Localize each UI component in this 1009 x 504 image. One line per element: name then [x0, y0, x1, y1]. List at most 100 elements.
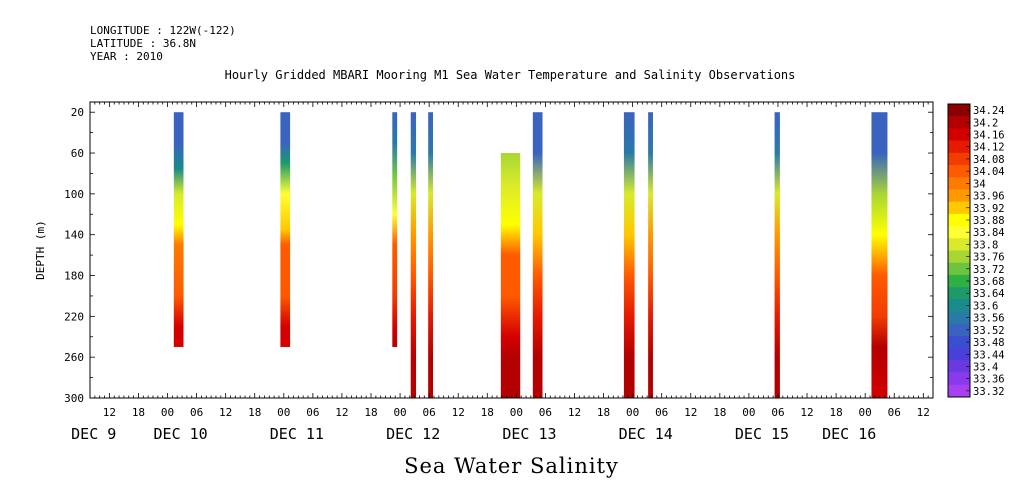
data-column — [871, 112, 888, 398]
colorbar-swatch — [948, 128, 970, 141]
colorbar-swatch — [948, 348, 970, 361]
y-axis-label: DEPTH (m) — [34, 220, 47, 280]
colorbar-swatch — [948, 250, 970, 264]
x-tick-label: 18 — [132, 406, 145, 419]
x-tick-label: 12 — [335, 406, 348, 419]
x-tick-label: 06 — [190, 406, 203, 419]
x-day-label: DEC 9 — [71, 425, 116, 443]
x-tick-label: 00 — [742, 406, 755, 419]
colorbar-label: 34.24 — [973, 105, 1005, 117]
x-tick-label: 18 — [597, 406, 610, 419]
x-tick-label: 18 — [481, 406, 494, 419]
colorbar-swatch — [948, 152, 970, 166]
x-tick-label: 06 — [771, 406, 784, 419]
colorbar-swatch — [948, 311, 970, 325]
colorbar-label: 34.08 — [973, 154, 1005, 166]
x-tick-label: 12 — [568, 406, 581, 419]
colorbar-frame — [947, 103, 971, 398]
colorbar-label: 33.44 — [973, 349, 1005, 361]
y-tick-label: 300 — [64, 392, 84, 405]
x-tick-label: 12 — [800, 406, 813, 419]
colorbar-label: 33.64 — [973, 288, 1005, 300]
colorbar-label: 33.6 — [973, 300, 998, 312]
x-tick-label: 18 — [829, 406, 842, 419]
x-tick-label: 12 — [452, 406, 465, 419]
y-tick-label: 20 — [71, 106, 84, 119]
colorbar-legend: 34.2434.234.1634.1234.0834.043433.9633.9… — [947, 103, 1005, 398]
data-column — [532, 112, 543, 398]
colorbar-label: 33.8 — [973, 239, 998, 251]
colorbar-swatch — [948, 165, 970, 178]
colorbar-label: 33.88 — [973, 215, 1005, 227]
x-tick-label: 18 — [364, 406, 377, 419]
x-tick-label: 00 — [393, 406, 406, 419]
x-tick-label: 00 — [626, 406, 639, 419]
colorbar-label: 33.72 — [973, 264, 1005, 276]
data-column — [173, 112, 184, 347]
x-day-label: DEC 10 — [154, 425, 208, 443]
colorbar-label: 34.12 — [973, 142, 1005, 154]
colorbar-label: 34.16 — [973, 130, 1005, 142]
colorbar-swatch — [948, 372, 970, 386]
x-tick-label: 00 — [859, 406, 872, 419]
x-day-label: DEC 16 — [822, 425, 876, 443]
x-day-label: DEC 14 — [619, 425, 673, 443]
colorbar-label: 33.4 — [973, 361, 998, 373]
colorbar-label: 33.92 — [973, 203, 1005, 215]
y-tick-label: 100 — [64, 188, 84, 201]
colorbar-swatch — [948, 140, 970, 154]
dataset-metadata: LONGITUDE : 122W(-122) LATITUDE : 36.8N … — [90, 24, 236, 63]
colorbar-label: 33.96 — [973, 191, 1005, 203]
colorbar-label: 34.2 — [973, 117, 998, 129]
colorbar-label: 33.56 — [973, 313, 1005, 325]
y-tick-label: 260 — [64, 351, 84, 364]
data-column — [648, 112, 653, 398]
longitude-label: LONGITUDE : 122W(-122) — [90, 24, 236, 37]
colorbar-label: 33.48 — [973, 337, 1005, 349]
colorbar-label: 33.32 — [973, 386, 1005, 398]
year-label: YEAR : 2010 — [90, 50, 163, 63]
x-day-label: DEC 15 — [735, 425, 789, 443]
colorbar-swatch — [948, 104, 970, 117]
x-tick-label: 18 — [248, 406, 261, 419]
x-tick-label: 06 — [888, 406, 901, 419]
colorbar-swatch — [948, 189, 970, 202]
x-day-label: DEC 13 — [502, 425, 556, 443]
colorbar-label: 33.52 — [973, 325, 1005, 337]
colorbar-swatch — [948, 384, 970, 398]
colorbar-label: 34 — [973, 178, 986, 190]
colorbar-swatch — [948, 287, 970, 300]
data-column — [500, 153, 521, 398]
x-tick-label: 06 — [539, 406, 552, 419]
x-axis: 12 18 00 06 12 18 00 06 12 18 00 06 12 18 00 06 12 18 00 06… — [71, 102, 934, 443]
x-tick-label: 12 — [917, 406, 930, 419]
data-column — [623, 112, 635, 398]
colorbar-swatch — [948, 177, 970, 190]
data-column — [280, 112, 291, 347]
colorbar-swatch — [948, 116, 970, 129]
y-tick-label: 220 — [64, 310, 84, 323]
colorbar-swatch — [948, 323, 970, 337]
colorbar-swatch — [948, 262, 970, 276]
colorbar-swatch — [948, 360, 970, 373]
x-tick-label: 00 — [161, 406, 174, 419]
variable-title: Sea Water Salinity — [404, 454, 619, 478]
data-column — [410, 112, 417, 398]
x-tick-label: 18 — [713, 406, 726, 419]
colorbar-swatch — [948, 274, 970, 288]
data-column — [428, 112, 434, 398]
colorbar-label: 34.04 — [973, 166, 1005, 178]
x-tick-label: 06 — [655, 406, 668, 419]
data-columns — [173, 112, 888, 398]
x-tick-label: 12 — [219, 406, 232, 419]
colorbar-swatch — [948, 226, 970, 239]
x-tick-label: 00 — [510, 406, 523, 419]
colorbar-swatch — [948, 201, 970, 215]
x-tick-label: 12 — [103, 406, 116, 419]
y-tick-label: 60 — [71, 147, 84, 160]
x-day-label: DEC 11 — [270, 425, 324, 443]
x-tick-label: 06 — [306, 406, 319, 419]
x-tick-label: 06 — [423, 406, 436, 419]
x-tick-label: 12 — [684, 406, 697, 419]
